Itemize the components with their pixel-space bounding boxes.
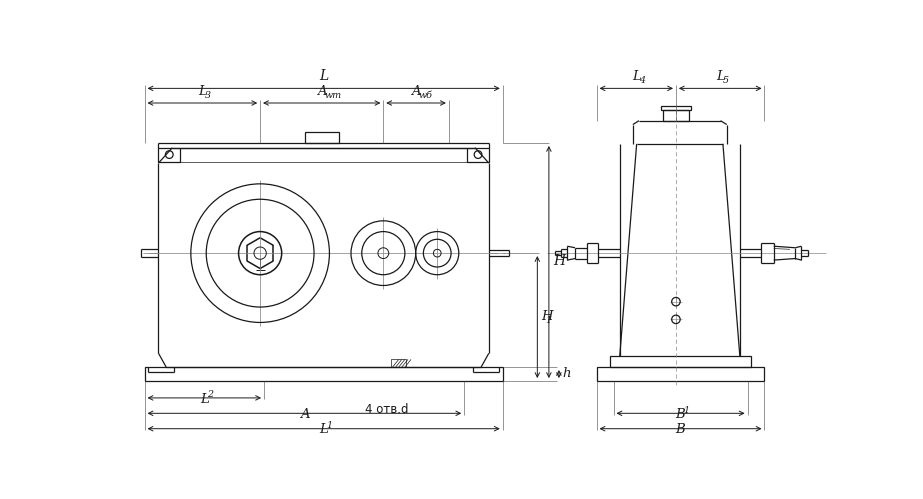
Text: L: L	[716, 70, 725, 83]
Text: L: L	[200, 393, 209, 406]
Text: A: A	[300, 408, 309, 421]
Text: B: B	[676, 423, 686, 436]
Text: L: L	[319, 423, 328, 436]
Text: 5: 5	[723, 76, 729, 85]
Text: h: h	[563, 367, 571, 380]
Text: 1: 1	[545, 316, 551, 325]
Text: L: L	[198, 85, 207, 98]
Text: H: H	[553, 254, 565, 268]
Text: 2: 2	[207, 390, 213, 399]
Text: 1: 1	[327, 421, 332, 430]
Text: 4: 4	[639, 76, 645, 85]
Text: 4 отв.d: 4 отв.d	[366, 403, 409, 416]
Text: A: A	[317, 85, 327, 98]
Text: 3: 3	[205, 91, 211, 100]
Text: B: B	[676, 408, 686, 421]
Bar	[391, 359, 406, 367]
Text: A: A	[412, 85, 421, 98]
Text: wт: wт	[325, 91, 342, 100]
Bar	[663, 110, 689, 121]
Bar	[145, 367, 503, 381]
Text: L: L	[319, 69, 329, 83]
Text: wб: wб	[419, 91, 433, 100]
Bar	[467, 148, 489, 162]
Bar	[159, 148, 180, 162]
Bar	[610, 356, 750, 367]
Text: H: H	[541, 310, 553, 323]
Text: L: L	[632, 70, 641, 83]
Bar	[661, 106, 691, 110]
Bar	[596, 367, 764, 381]
Text: 1: 1	[683, 406, 689, 415]
Bar	[305, 132, 340, 143]
